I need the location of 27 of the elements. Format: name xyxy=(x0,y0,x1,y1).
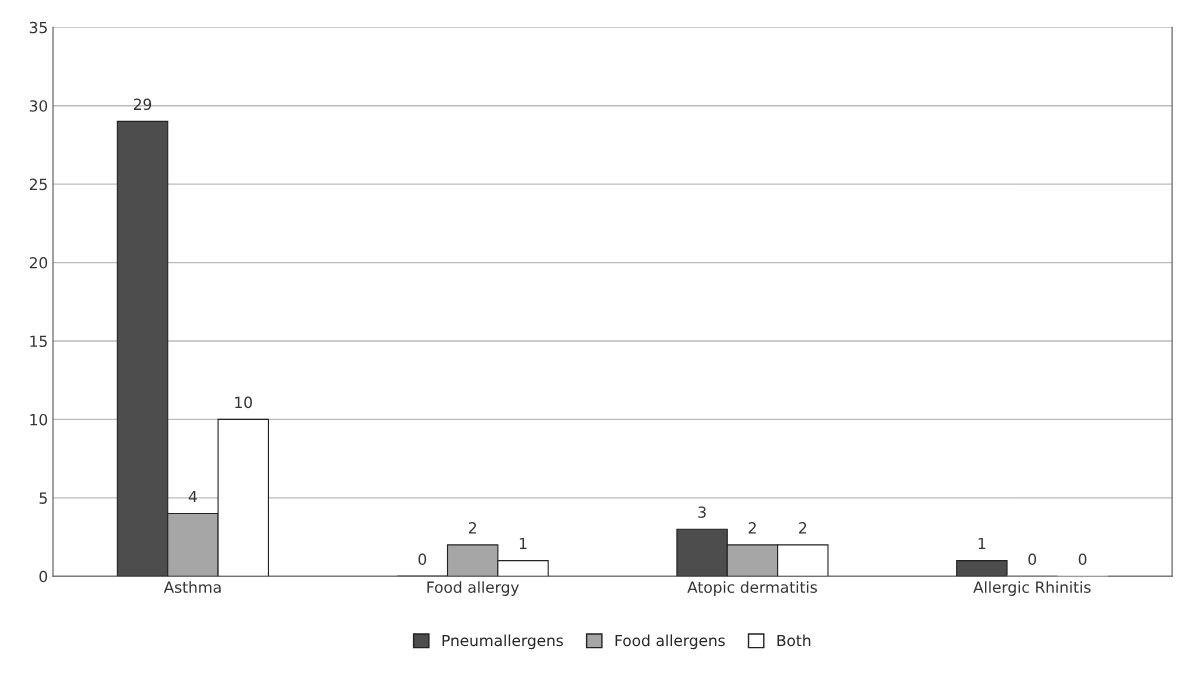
data-label: 2 xyxy=(799,522,807,534)
data-label: 2 xyxy=(748,522,756,534)
legend-label: Food allergens xyxy=(615,634,725,650)
x-tick-label: Allergic Rhinitis xyxy=(973,581,1091,596)
data-label: 1 xyxy=(519,537,527,550)
data-label: 29 xyxy=(133,98,152,111)
legend-label: Pneumallergens xyxy=(442,634,563,650)
data-label: 3 xyxy=(698,506,706,518)
data-label: 10 xyxy=(235,396,252,409)
y-tick-label: 35 xyxy=(29,21,47,34)
x-tick-label: Atopic dermatitis xyxy=(687,581,817,596)
y-tick-label: 10 xyxy=(30,413,48,426)
y-tick-label: 25 xyxy=(29,178,47,191)
data-label: 0 xyxy=(1078,553,1087,565)
y-tick-label: 0 xyxy=(39,570,48,583)
y-tick-label: 5 xyxy=(39,492,47,504)
data-label: 0 xyxy=(1028,553,1037,565)
y-tick-label: 15 xyxy=(30,335,47,348)
y-tick-label: 20 xyxy=(29,257,48,269)
x-tick-label: Food allergy xyxy=(427,581,519,596)
y-tick-label: 30 xyxy=(29,100,48,112)
data-label: 0 xyxy=(418,553,427,565)
legend-label: Both xyxy=(777,634,811,647)
x-tick-label: Asthma xyxy=(163,581,221,593)
data-label: 2 xyxy=(468,522,476,534)
data-label: 4 xyxy=(188,490,197,503)
data-label: 1 xyxy=(978,537,986,550)
